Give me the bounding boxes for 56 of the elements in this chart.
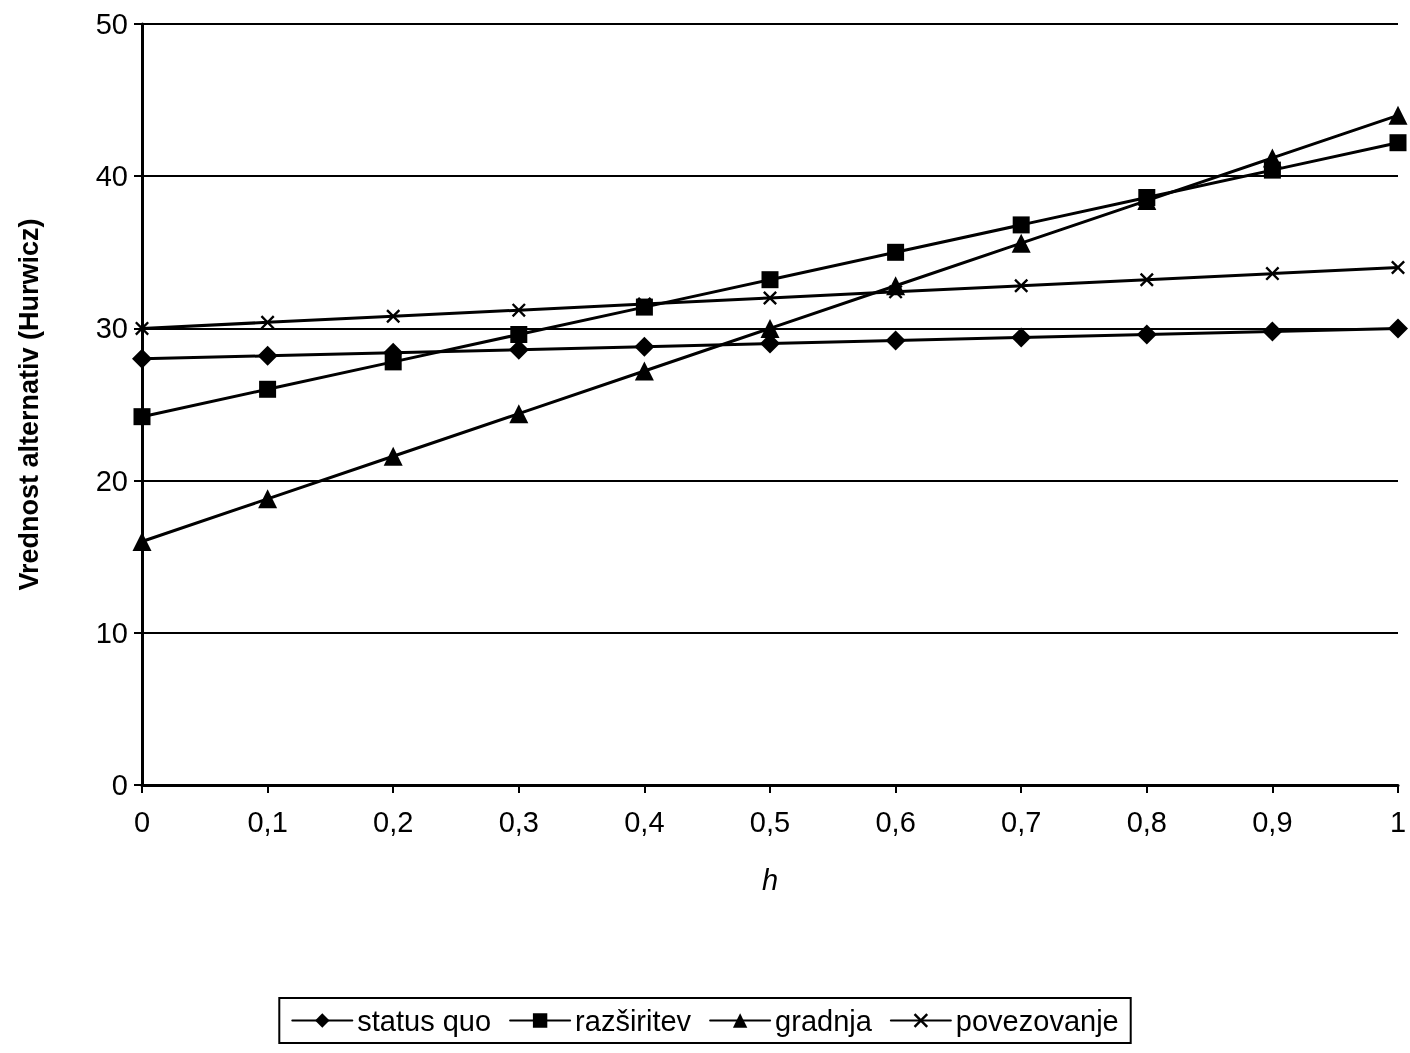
point <box>133 408 151 426</box>
point <box>1388 318 1408 339</box>
x-tick-label: 0,6 <box>875 805 916 838</box>
point <box>1262 148 1282 168</box>
y-tick-label: 30 <box>95 312 128 345</box>
x-tick-label: 0,4 <box>624 805 665 838</box>
point <box>132 531 152 551</box>
y-tick-label: 40 <box>95 160 128 193</box>
point <box>1262 321 1283 342</box>
legend-label: status quo <box>357 1004 492 1037</box>
point <box>257 345 278 366</box>
y-tick-label: 50 <box>95 8 128 40</box>
point <box>510 325 528 343</box>
point <box>634 336 655 357</box>
x-tick-label: 0 <box>133 805 151 838</box>
y-tick-label: 0 <box>111 769 128 801</box>
x-tick-label: 0,1 <box>247 805 288 838</box>
point <box>1388 105 1408 125</box>
y-axis-title: Vrednost alternativ (Hurwicz) <box>13 218 44 591</box>
point <box>1139 272 1154 287</box>
x-axis-title: h <box>761 863 779 896</box>
x-tick-label: 0,2 <box>373 805 414 838</box>
legend-label: razširitev <box>575 1004 692 1037</box>
point <box>383 446 403 466</box>
point <box>1014 278 1029 293</box>
y-tick-label: 20 <box>95 464 128 497</box>
point <box>1389 134 1407 152</box>
point <box>132 348 152 369</box>
x-tick-label: 0,7 <box>1001 805 1042 838</box>
point <box>1136 324 1157 345</box>
point <box>259 380 277 398</box>
point <box>760 318 780 338</box>
point <box>1265 266 1280 281</box>
point <box>1012 216 1030 234</box>
point <box>634 361 654 381</box>
x-tick-label: 0,3 <box>498 805 539 838</box>
point <box>384 353 402 371</box>
point <box>386 309 401 324</box>
point <box>260 315 275 330</box>
point <box>887 243 905 261</box>
point <box>763 290 777 305</box>
x-tick-label: 0,9 <box>1252 805 1293 838</box>
point <box>1011 327 1032 348</box>
x-tick-label: 0,5 <box>749 805 791 838</box>
x-tick-label: 0,8 <box>1126 805 1167 838</box>
point <box>1391 260 1405 275</box>
y-tick-label: 10 <box>95 616 128 649</box>
point <box>258 489 278 509</box>
point <box>761 271 779 289</box>
legend-label: povezovanje <box>955 1004 1119 1037</box>
x-tick-label: 1 <box>1389 805 1407 838</box>
point <box>509 404 529 424</box>
point <box>885 330 906 351</box>
point <box>1011 233 1031 253</box>
legend-label: gradnja <box>775 1004 873 1037</box>
point <box>511 303 526 318</box>
